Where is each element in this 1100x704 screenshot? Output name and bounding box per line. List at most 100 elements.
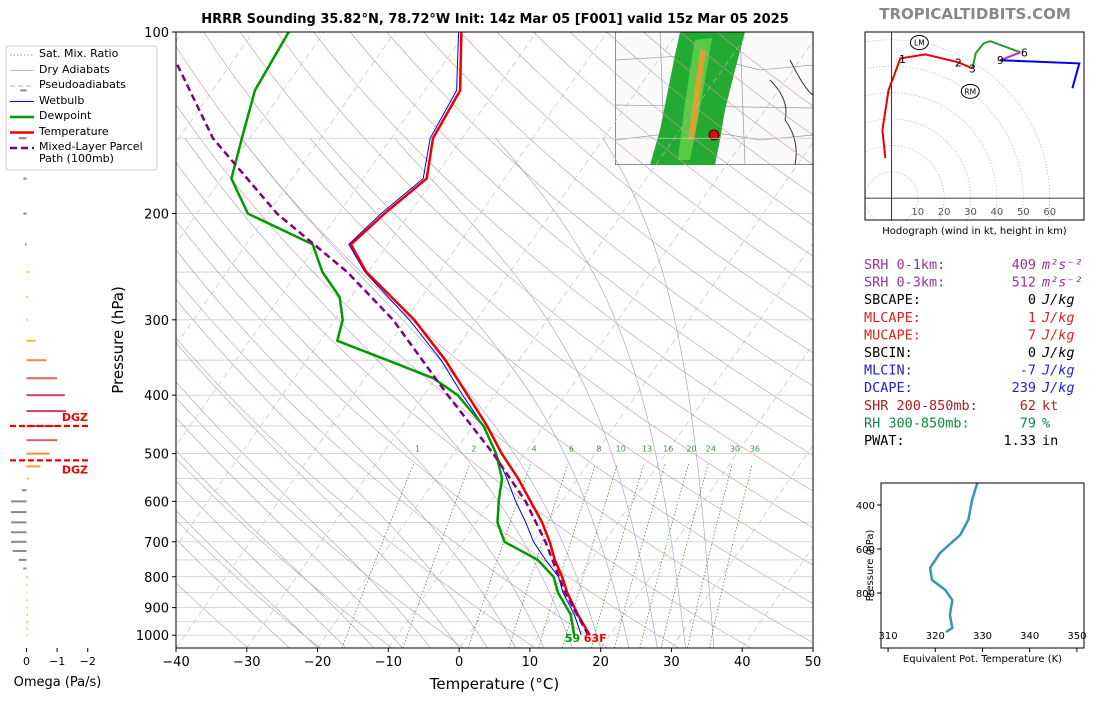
omega-bar bbox=[26, 621, 28, 623]
x-tick-label: −10 bbox=[375, 655, 402, 670]
legend-label: Mixed-Layer Parcel Path (100mb) bbox=[39, 141, 155, 169]
x-tick-label: 30 bbox=[663, 655, 680, 670]
index-value: -7 bbox=[1020, 363, 1036, 379]
mixing-ratio-line bbox=[591, 464, 644, 648]
x-tick-label: 20 bbox=[938, 207, 951, 218]
mixing-ratio-line bbox=[539, 464, 596, 648]
omega-bar bbox=[22, 489, 27, 491]
index-unit: in bbox=[1042, 433, 1058, 449]
omega-bar bbox=[26, 439, 57, 441]
index-value: 1.33 bbox=[1003, 433, 1036, 449]
hodograph-line bbox=[1000, 60, 1079, 88]
x-tick-label: −2 bbox=[80, 655, 96, 668]
omega-bar bbox=[19, 137, 27, 139]
omega-bar bbox=[25, 243, 27, 245]
omega-bar bbox=[11, 541, 26, 543]
omega-bar bbox=[20, 89, 26, 91]
pseudoadiabat bbox=[138, 138, 544, 648]
index-unit: m²s⁻² bbox=[1041, 275, 1083, 291]
omega-bar bbox=[26, 634, 27, 636]
x-tick-label: 20 bbox=[592, 655, 609, 670]
index-label: SBCIN: bbox=[864, 345, 913, 361]
x-tick-label: 50 bbox=[1017, 207, 1030, 218]
x-tick-label: −1 bbox=[49, 655, 65, 668]
legend-text: Temperature bbox=[39, 126, 155, 138]
omega-bar bbox=[26, 614, 28, 616]
y-tick-label: 300 bbox=[144, 314, 169, 329]
index-label: PWAT: bbox=[864, 433, 905, 449]
x-tick-label: 0 bbox=[455, 655, 463, 670]
index-unit: % bbox=[1042, 415, 1050, 431]
omega-bar bbox=[26, 599, 27, 601]
x-tick-label: 40 bbox=[734, 655, 751, 670]
x-tick-label: 340 bbox=[1020, 631, 1039, 642]
index-label: SBCAPE: bbox=[864, 292, 921, 308]
y-tick-label: 500 bbox=[144, 448, 169, 463]
chart-title: HRRR Sounding 35.82°N, 78.72°W Init: 14z… bbox=[201, 12, 789, 27]
index-unit: J/kg bbox=[1041, 345, 1075, 361]
index-label: MLCAPE: bbox=[864, 310, 921, 326]
y-tick-label: 200 bbox=[144, 208, 169, 223]
x-tick-label: 60 bbox=[1043, 207, 1056, 218]
y-tick-label: 100 bbox=[144, 26, 169, 41]
x-tick-label: −20 bbox=[304, 655, 331, 670]
omega-bar bbox=[26, 576, 28, 578]
profile-line bbox=[351, 32, 590, 635]
legend-text: Sat. Mix. Ratio bbox=[39, 48, 155, 60]
pseudoadiabat bbox=[7, 138, 431, 648]
index-label: SRH 0-1km: bbox=[864, 257, 945, 273]
index-unit: J/kg bbox=[1041, 310, 1075, 326]
index-unit: kt bbox=[1042, 398, 1058, 414]
pseudoadiabat bbox=[242, 138, 601, 648]
omega-bar bbox=[26, 478, 29, 480]
y-tick-label: 1000 bbox=[136, 629, 169, 644]
omega-bar bbox=[13, 550, 27, 552]
omega-bar bbox=[26, 410, 66, 412]
pseudoadiabat bbox=[495, 138, 685, 648]
index-label: RH 300-850mb: bbox=[864, 415, 970, 431]
index-value: 239 bbox=[1012, 380, 1036, 396]
omega-bar bbox=[26, 296, 28, 298]
x-tick-label: −40 bbox=[162, 655, 189, 670]
index-value: 62 bbox=[1020, 398, 1036, 414]
x-tick-label: 30 bbox=[964, 207, 977, 218]
height-label: 9 bbox=[997, 54, 1004, 67]
index-label: DCAPE: bbox=[864, 380, 913, 396]
omega-bar bbox=[26, 271, 28, 273]
index-value: 0 bbox=[1028, 345, 1036, 361]
omega-bar bbox=[26, 584, 27, 586]
x-tick-label: 0 bbox=[23, 655, 30, 668]
index-value: 0 bbox=[1028, 292, 1036, 308]
y-tick-label: 400 bbox=[856, 501, 875, 512]
y-tick-label: 800 bbox=[144, 571, 169, 586]
dgz-label: DGZ bbox=[62, 463, 88, 476]
y-tick-label: 900 bbox=[144, 602, 169, 617]
index-value: 1 bbox=[1028, 310, 1036, 326]
mixing-ratio-label: 24 bbox=[706, 445, 716, 454]
legend-text: Pseudoadiabats bbox=[39, 79, 155, 91]
pseudoadiabat bbox=[394, 138, 657, 648]
storm-motion-label: RM bbox=[964, 87, 976, 96]
x-tick-label: −30 bbox=[233, 655, 260, 670]
y-tick-label: 700 bbox=[144, 536, 169, 551]
pseudoadiabat bbox=[0, 138, 346, 648]
omega-bar bbox=[23, 567, 26, 569]
y-tick-label: 400 bbox=[144, 389, 169, 404]
legend-text: Mixed-Layer Parcel Path (100mb) bbox=[39, 141, 155, 165]
surface-label: 63F bbox=[584, 632, 607, 645]
storm-motion-label: LM bbox=[914, 39, 925, 48]
index-value: 512 bbox=[1012, 275, 1036, 291]
y-axis-label: Pressure (hPa) bbox=[109, 286, 127, 394]
x-axis-label: Hodograph (wind in kt, height in km) bbox=[882, 226, 1067, 237]
surface-label: 59 bbox=[565, 632, 580, 645]
mixing-ratio-label: 13 bbox=[642, 445, 652, 454]
mixing-ratio-label: 20 bbox=[686, 445, 696, 454]
mixing-ratio-label: 10 bbox=[616, 445, 626, 454]
y-axis-label: Pressure (hPa) bbox=[865, 530, 876, 602]
pseudoadiabat bbox=[310, 138, 629, 648]
profile-frame bbox=[881, 483, 1084, 648]
pseudoadiabat bbox=[0, 138, 374, 648]
index-value: 7 bbox=[1028, 327, 1036, 343]
